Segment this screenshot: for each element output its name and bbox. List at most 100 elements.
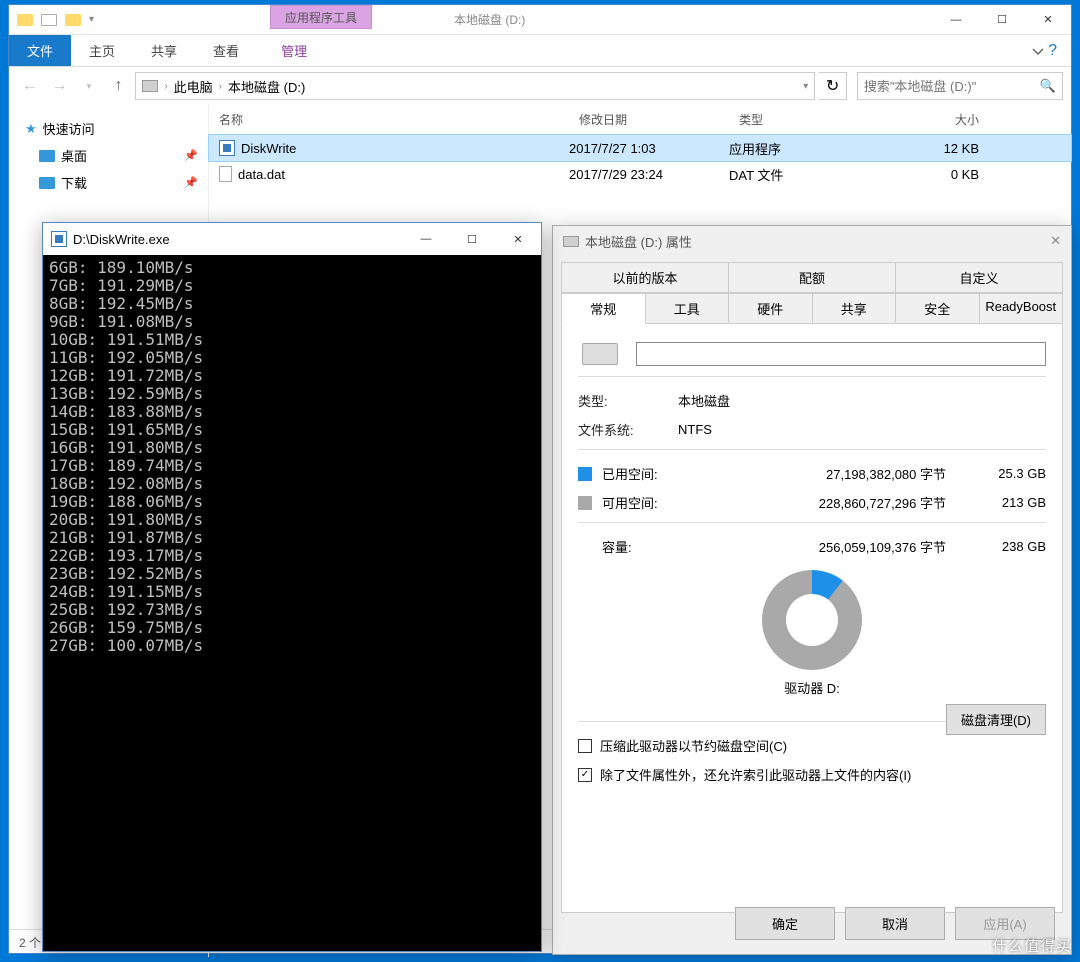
tab-以前的版本[interactable]: 以前的版本 [561, 262, 729, 293]
recent-dropdown[interactable]: ▾ [76, 72, 102, 100]
tab-配额[interactable]: 配额 [728, 262, 896, 293]
tab-共享[interactable]: 共享 [812, 293, 897, 324]
tab-硬件[interactable]: 硬件 [728, 293, 813, 324]
properties-dialog: 本地磁盘 (D:) 属性 ✕ 以前的版本配额自定义 常规工具硬件共享安全Read… [552, 225, 1072, 955]
volume-label-input[interactable] [636, 342, 1046, 366]
used-bytes: 27,198,382,080 字节 [692, 464, 966, 483]
tab-row-upper: 以前的版本配额自定义 [561, 262, 1063, 293]
free-gb: 213 GB [966, 495, 1046, 510]
nav-downloads[interactable]: 下载📌 [9, 169, 208, 196]
ribbon-context-label: 应用程序工具 [270, 5, 372, 29]
maximize-button[interactable]: ☐ [979, 5, 1025, 35]
cancel-button[interactable]: 取消 [845, 907, 945, 940]
file-row[interactable]: data.dat2017/7/29 23:24DAT 文件0 KB [209, 161, 1071, 187]
fs-label: 文件系统: [578, 420, 678, 439]
folder-icon[interactable] [65, 14, 81, 26]
search-input[interactable] [864, 79, 1040, 94]
drive-icon [563, 236, 579, 247]
minimize-button[interactable]: — [933, 5, 979, 35]
usage-donut-chart [762, 570, 862, 670]
tab-自定义[interactable]: 自定义 [895, 262, 1063, 293]
used-swatch [578, 467, 592, 481]
drive-icon [142, 80, 158, 92]
nav-quick-access[interactable]: ★快速访问 [9, 115, 208, 142]
file-icon [219, 166, 232, 182]
capacity-gb: 238 GB [966, 539, 1046, 554]
chevron-right-icon[interactable]: › [160, 81, 171, 92]
file-size: 12 KB [899, 141, 989, 156]
index-label: 除了文件属性外，还允许索引此驱动器上文件的内容(I) [600, 765, 911, 784]
tab-panel-general: 类型:本地磁盘 文件系统:NTFS 已用空间:27,198,382,080 字节… [561, 323, 1063, 913]
file-date: 2017/7/27 1:03 [569, 141, 729, 156]
file-name: data.dat [238, 167, 285, 182]
capacity-label: 容量: [602, 537, 692, 556]
address-bar[interactable]: › 此电脑 › 本地磁盘 (D:) ▾ [135, 72, 815, 100]
close-button[interactable]: ✕ [495, 223, 541, 255]
watermark: 什么值得买 [992, 935, 1072, 956]
capacity-bytes: 256,059,109,376 字节 [692, 537, 966, 556]
up-button[interactable]: ↑ [106, 72, 132, 100]
file-type: 应用程序 [729, 139, 899, 158]
tab-home[interactable]: 主页 [71, 35, 133, 66]
tab-share[interactable]: 共享 [133, 35, 195, 66]
free-swatch [578, 496, 592, 510]
search-box[interactable]: 🔍 [857, 72, 1063, 100]
nav-toolbar: ← → ▾ ↑ › 此电脑 › 本地磁盘 (D:) ▾ ↻ 🔍 [9, 67, 1071, 105]
properties-icon[interactable] [41, 14, 57, 26]
chevron-right-icon[interactable]: › [215, 81, 226, 92]
address-dropdown-icon[interactable]: ▾ [803, 81, 808, 92]
drive-label: 驱动器 D: [578, 678, 1046, 697]
refresh-button[interactable]: ↻ [819, 72, 847, 100]
minimize-button[interactable]: — [403, 223, 449, 255]
free-bytes: 228,860,727,296 字节 [692, 493, 966, 512]
folder-icon [39, 177, 55, 189]
ribbon-expand-icon[interactable]: ? [1018, 35, 1071, 66]
tab-安全[interactable]: 安全 [895, 293, 980, 324]
col-date[interactable]: 修改日期 [569, 111, 729, 128]
back-button[interactable]: ← [17, 72, 43, 100]
file-row[interactable]: DiskWrite 2017/7/27 1:03应用程序12 KB [209, 135, 1071, 161]
breadcrumb-drive[interactable]: 本地磁盘 (D:) [228, 77, 305, 96]
star-icon: ★ [25, 121, 37, 137]
tab-ReadyBoost[interactable]: ReadyBoost [979, 293, 1064, 324]
console-window: D:\DiskWrite.exe — ☐ ✕ 6GB: 189.10MB/s 7… [42, 222, 542, 952]
search-icon[interactable]: 🔍 [1040, 78, 1056, 94]
folder-icon[interactable] [17, 14, 33, 26]
close-button[interactable]: ✕ [1050, 233, 1061, 249]
dialog-titlebar[interactable]: 本地磁盘 (D:) 属性 ✕ [553, 226, 1071, 256]
tab-manage[interactable]: 管理 [263, 35, 325, 66]
file-type: DAT 文件 [729, 165, 899, 184]
compress-label: 压缩此驱动器以节约磁盘空间(C) [600, 736, 787, 755]
col-type[interactable]: 类型 [729, 111, 899, 128]
tab-file[interactable]: 文件 [9, 35, 71, 66]
console-title-text: D:\DiskWrite.exe [73, 232, 170, 247]
ok-button[interactable]: 确定 [735, 907, 835, 940]
tab-工具[interactable]: 工具 [645, 293, 730, 324]
tab-常规[interactable]: 常规 [561, 293, 646, 324]
dialog-title: 本地磁盘 (D:) 属性 [585, 232, 692, 251]
nav-desktop[interactable]: 桌面📌 [9, 142, 208, 169]
folder-icon [39, 150, 55, 162]
breadcrumb-pc[interactable]: 此电脑 [174, 77, 213, 96]
used-label: 已用空间: [602, 464, 692, 483]
type-label: 类型: [578, 391, 678, 410]
file-size: 0 KB [899, 167, 989, 182]
console-titlebar[interactable]: D:\DiskWrite.exe — ☐ ✕ [43, 223, 541, 255]
fs-value: NTFS [678, 422, 712, 437]
explorer-titlebar[interactable]: ▾ 应用程序工具 本地磁盘 (D:) — ☐ ✕ [9, 5, 1071, 35]
free-label: 可用空间: [602, 493, 692, 512]
tab-view[interactable]: 查看 [195, 35, 257, 66]
col-name[interactable]: 名称 [209, 111, 569, 128]
compress-checkbox[interactable] [578, 739, 592, 753]
close-button[interactable]: ✕ [1025, 5, 1071, 35]
column-headers: 名称 修改日期 类型 大小 [209, 105, 1071, 135]
pin-icon: 📌 [184, 149, 198, 162]
quick-access-toolbar: ▾ [9, 14, 94, 26]
maximize-button[interactable]: ☐ [449, 223, 495, 255]
index-checkbox[interactable]: ✓ [578, 768, 592, 782]
qat-dropdown-icon[interactable]: ▾ [89, 14, 94, 26]
file-name: DiskWrite [241, 141, 296, 156]
col-size[interactable]: 大小 [899, 111, 989, 128]
forward-button[interactable]: → [47, 72, 73, 100]
disk-cleanup-button[interactable]: 磁盘清理(D) [946, 704, 1046, 735]
